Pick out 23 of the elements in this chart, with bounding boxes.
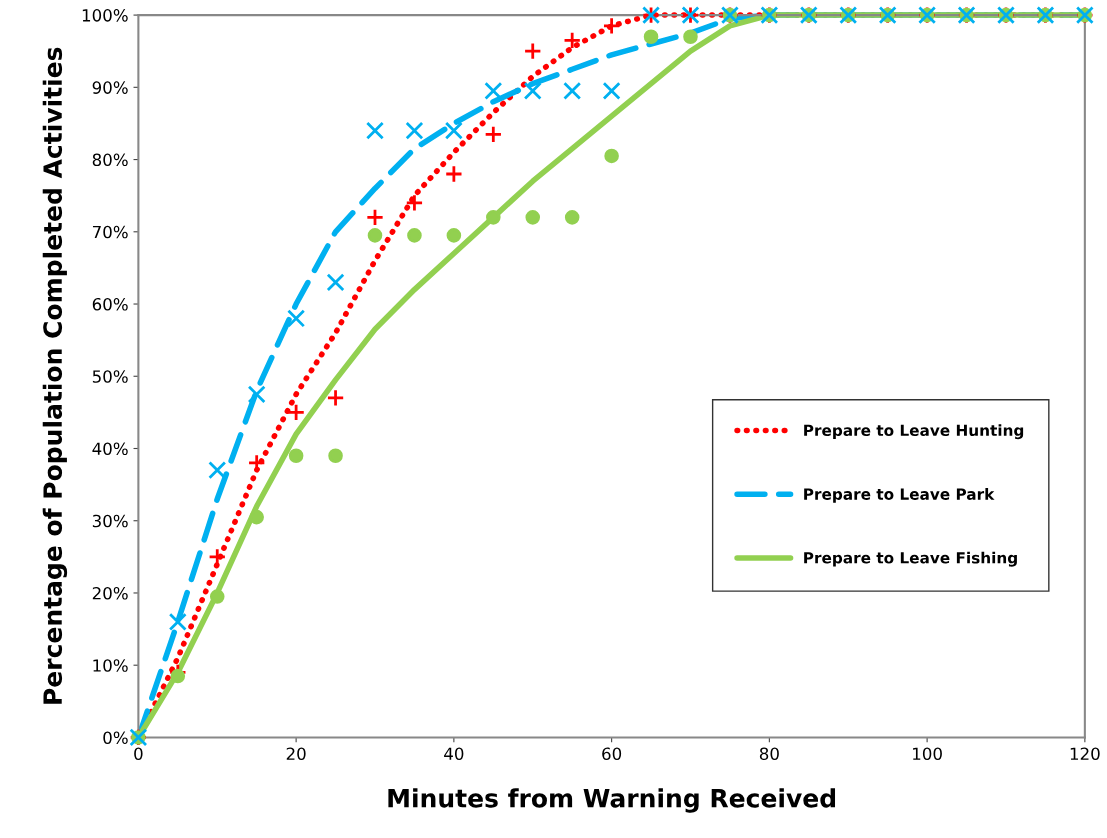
y-tick-label: 20% (92, 586, 128, 600)
y-axis-title: Percentage of Population Completed Activities (42, 47, 68, 704)
legend-label: Prepare to Leave Park (804, 488, 995, 503)
y-tick-label: 60% (92, 297, 128, 311)
x-tick-label: 20 (286, 747, 306, 761)
x-tick-label: 0 (134, 747, 143, 761)
x-tick-label: 60 (602, 747, 622, 761)
y-tick-label: 70% (92, 225, 128, 239)
x-tick-label: 80 (759, 747, 779, 761)
y-tick-label: 30% (92, 514, 128, 528)
x-tick-label: 40 (444, 747, 464, 761)
y-tick-label: 100% (82, 9, 128, 22)
legend-label: Prepare to Leave Hunting (804, 424, 1024, 440)
y-tick-label: 40% (92, 442, 128, 456)
x-axis-title: Minutes from Warning Received (388, 788, 836, 813)
x-tick-label: 100 (913, 747, 942, 761)
y-tick-label: 10% (93, 659, 128, 672)
legend-label: Prepare to Leave Fishing (804, 551, 1017, 567)
y-tick-label: 50% (92, 370, 128, 383)
x-tick-label: 120 (1070, 747, 1100, 761)
y-tick-label: 80% (92, 153, 128, 167)
y-tick-label: 0% (103, 731, 128, 745)
y-tick-label: 90% (92, 81, 128, 94)
